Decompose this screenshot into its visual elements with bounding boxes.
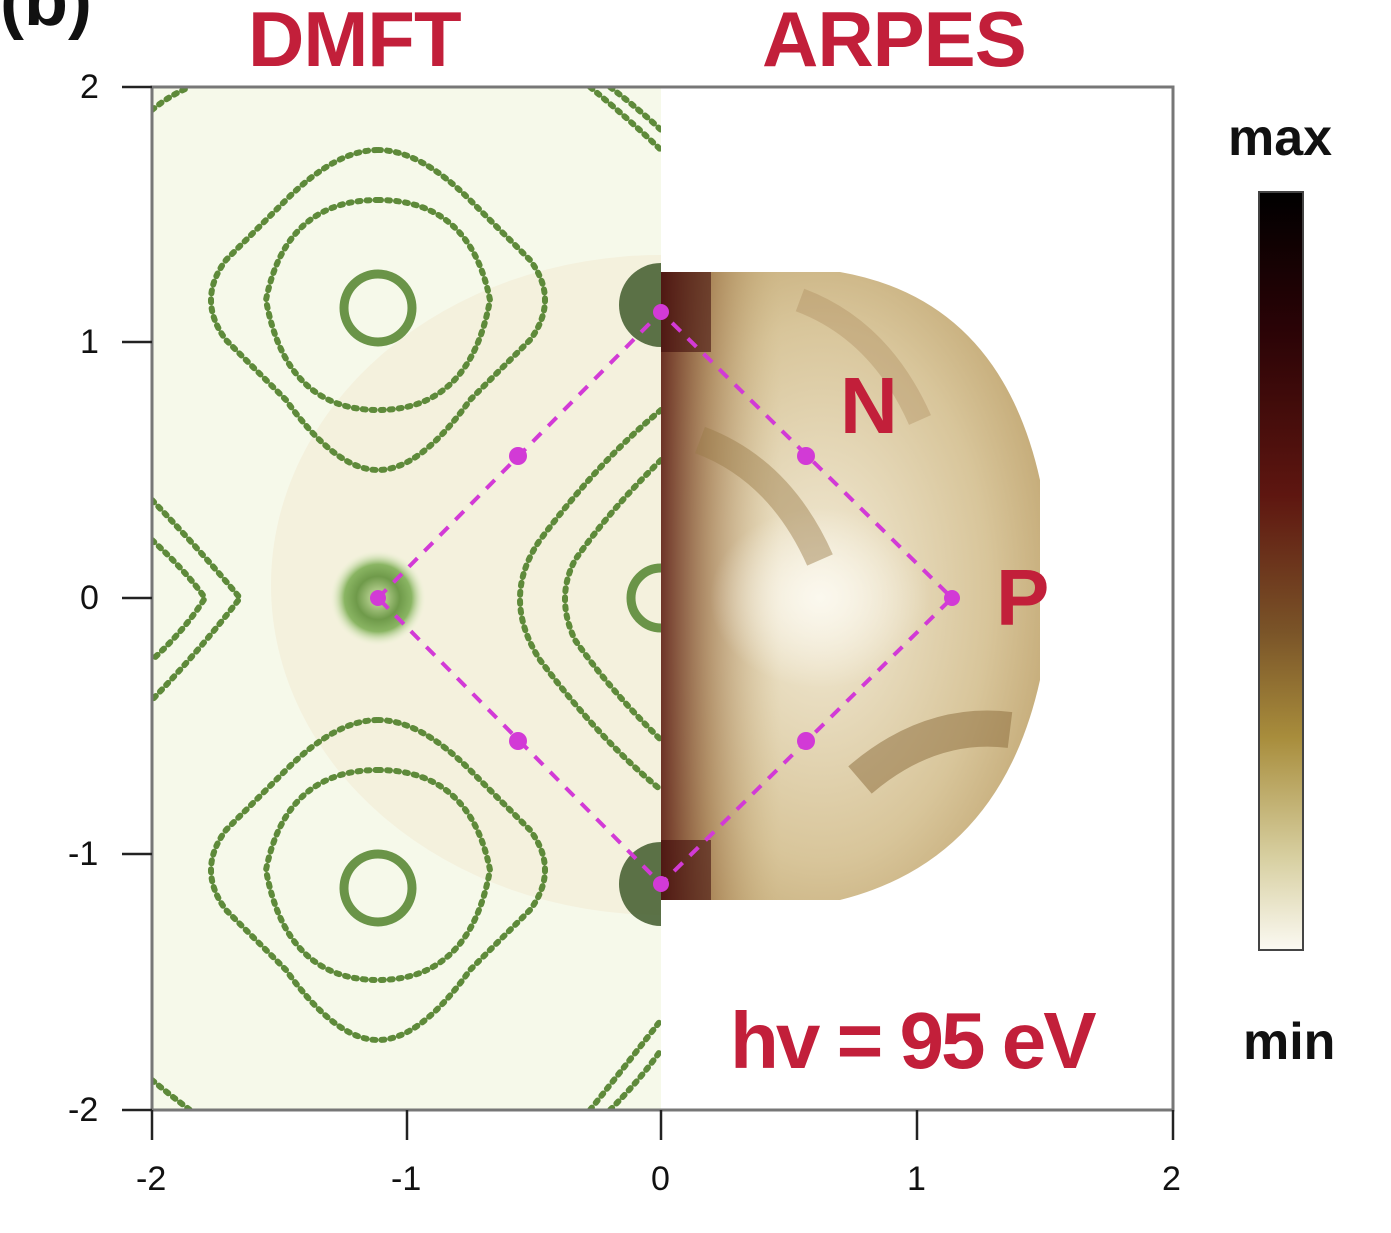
colorbar-min-label: min (1243, 1013, 1336, 1071)
y-tick-label: 2 (80, 68, 99, 106)
dmft-map (152, 87, 661, 1110)
axis-ticks (122, 85, 1175, 1140)
colorbar (1258, 191, 1304, 951)
colorbar-max-label: max (1228, 109, 1333, 167)
x-tick-label: -1 (391, 1160, 422, 1198)
y-tick-label: 1 (80, 323, 99, 361)
y-tick-label: 0 (80, 579, 99, 617)
x-tick-label: 2 (1162, 1160, 1181, 1198)
x-tick-label: 0 (651, 1160, 670, 1198)
bz-path (370, 304, 960, 892)
label-n-point: N (840, 361, 898, 450)
y-tick-label: -1 (68, 835, 99, 873)
photon-energy-label: hv = 95 eV (730, 996, 1097, 1085)
y-tick-label: -2 (68, 1091, 99, 1129)
x-tick-label: 1 (907, 1160, 926, 1198)
label-p-point: P (996, 553, 1050, 642)
x-tick-label: -2 (136, 1160, 167, 1198)
title-arpes: ARPES (762, 0, 1027, 83)
panel-label: (b) (0, 0, 92, 41)
title-dmft: DMFT (248, 0, 462, 83)
